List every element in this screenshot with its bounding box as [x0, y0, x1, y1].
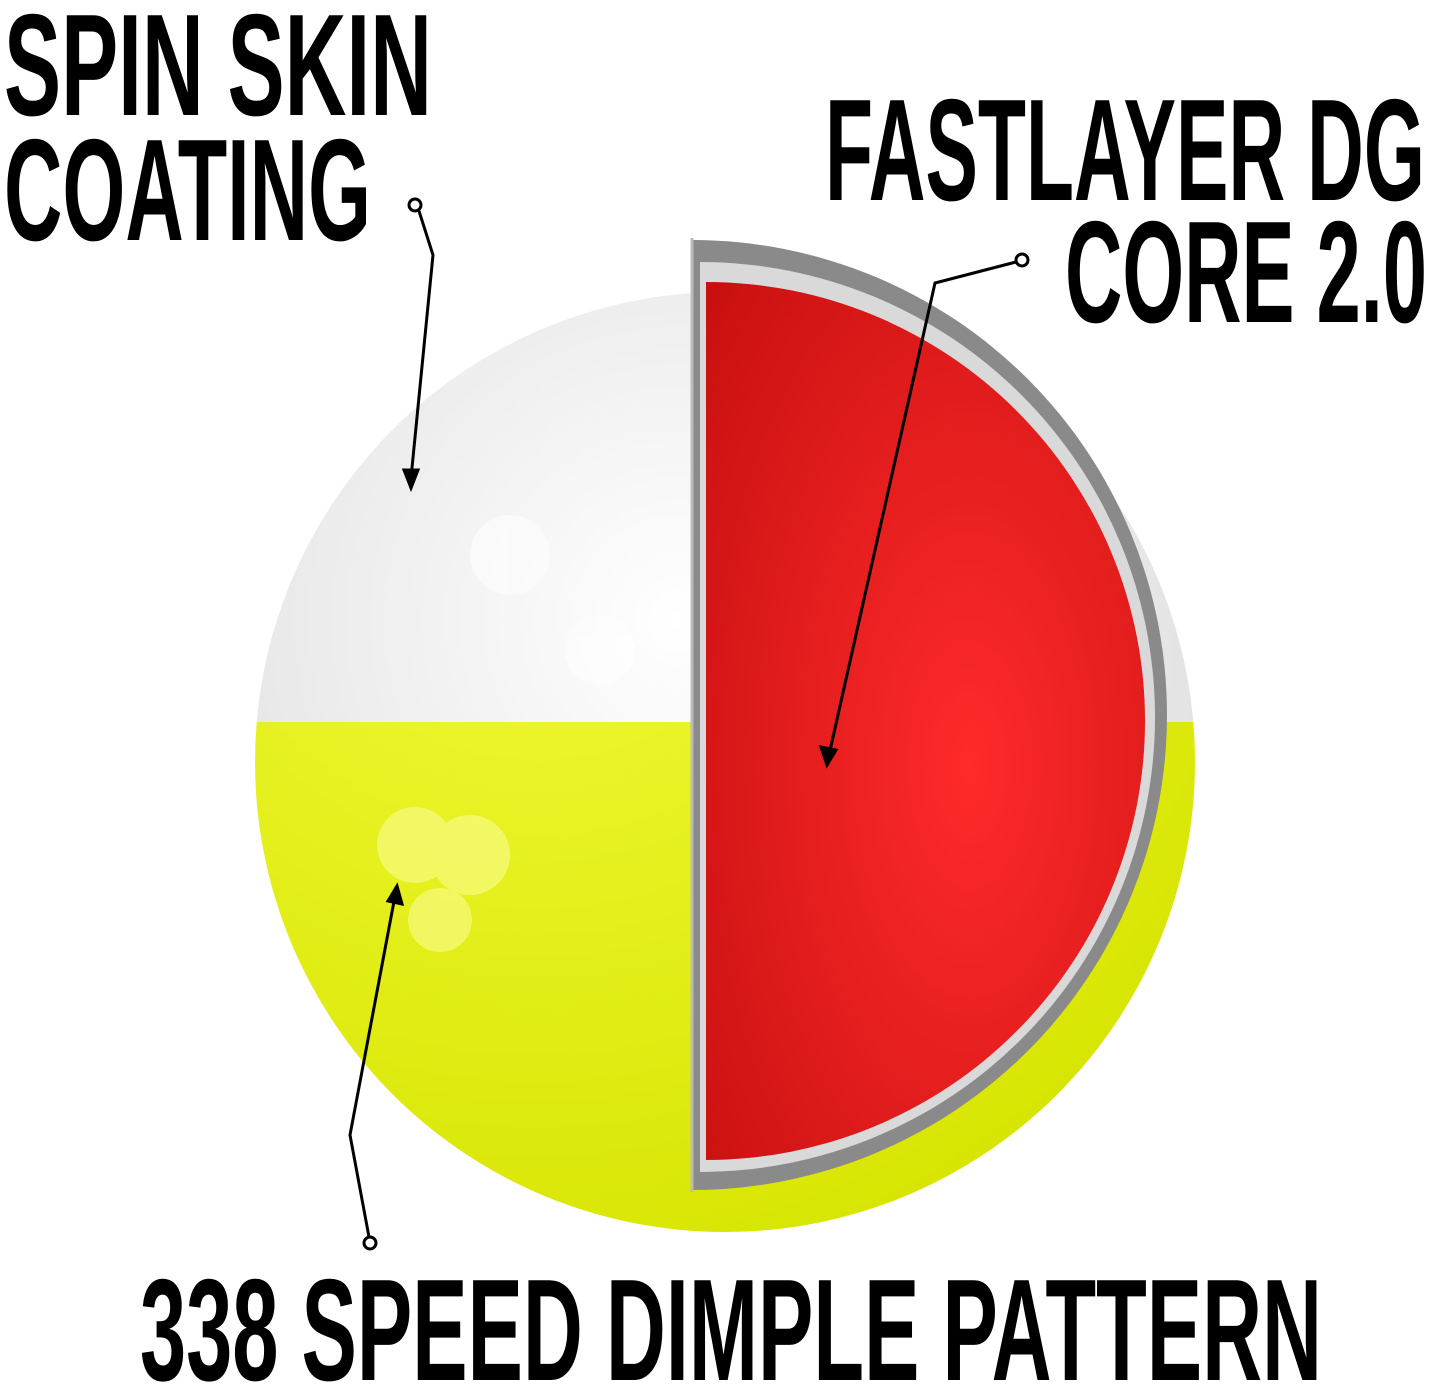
core-label-line2: CORE 2.0	[1065, 191, 1427, 353]
spin-skin-label-line1: SPIN SKIN	[4, 0, 432, 146]
dimples	[377, 515, 635, 952]
spin-skin-label-line2: COATING	[4, 109, 371, 271]
callout-spin-skin	[401, 197, 435, 493]
callout-dimple	[348, 882, 405, 1251]
dimple-pattern-label: 338 SPEED DIMPLE PATTERN	[140, 1249, 1322, 1393]
core-layer	[706, 282, 1145, 1160]
core-label-line1: FASTLAYER DG	[825, 69, 1425, 231]
ball-cutaway	[690, 238, 1167, 1192]
callout-core	[818, 252, 1030, 769]
